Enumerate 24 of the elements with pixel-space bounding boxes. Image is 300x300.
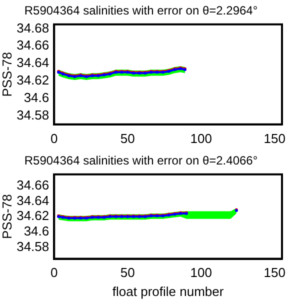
y-tick-label: 34.58 bbox=[16, 238, 50, 254]
x-axis-title: float profile number bbox=[112, 284, 224, 299]
y-tick-label: 34.68 bbox=[16, 20, 50, 36]
y-tick-label: 34.64 bbox=[16, 55, 50, 70]
x-tick-label: 0 bbox=[50, 130, 58, 146]
x-tick-label: 0 bbox=[50, 265, 58, 280]
y-tick-label: 34.58 bbox=[16, 107, 50, 122]
chart-title: R5904364 salinities with error on θ=2.4066° bbox=[24, 154, 258, 168]
y-tick-label: 34.62 bbox=[16, 208, 50, 224]
chart-title: R5904364 salinities with error on θ=2.2964° bbox=[24, 4, 258, 18]
x-tick-label: 100 bbox=[190, 130, 212, 146]
y-axis-title: PSS-78 bbox=[0, 52, 14, 97]
y-tick-label: 34.62 bbox=[16, 72, 50, 88]
x-tick-label: 100 bbox=[190, 265, 212, 280]
y-tick-label: 34.6 bbox=[24, 224, 50, 239]
x-tick-label: 150 bbox=[264, 130, 286, 146]
y-axis-title: PSS-78 bbox=[0, 194, 14, 240]
x-tick-label: 50 bbox=[120, 265, 135, 280]
y-tick-label: 34.66 bbox=[16, 38, 50, 53]
x-tick-label: 50 bbox=[120, 130, 135, 146]
y-tick-label: 34.66 bbox=[16, 177, 50, 192]
y-tick-label: 34.6 bbox=[24, 90, 50, 105]
x-tick-label: 150 bbox=[264, 265, 286, 280]
y-tick-label: 34.64 bbox=[16, 192, 50, 208]
